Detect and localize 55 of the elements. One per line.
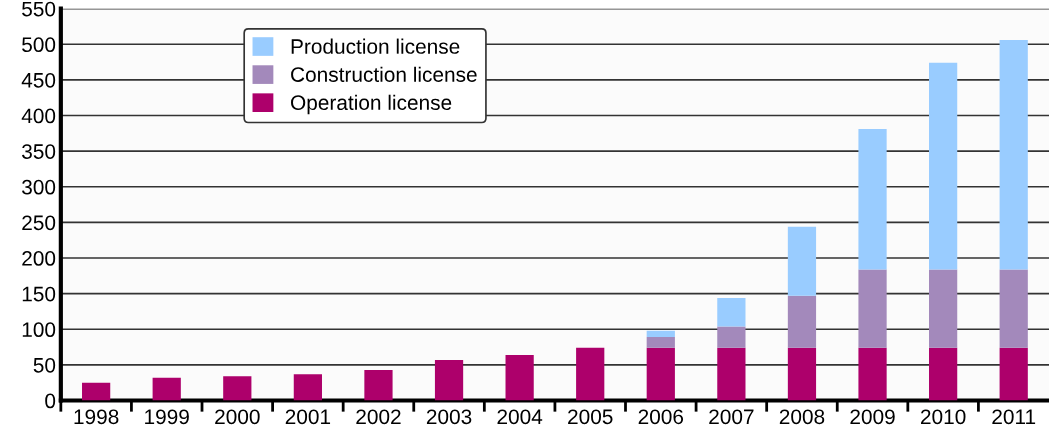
x-tick-label: 2006 bbox=[638, 409, 684, 425]
x-tick-label: 1998 bbox=[74, 409, 119, 425]
bar bbox=[152, 377, 181, 401]
x-tick-label: 2007 bbox=[709, 409, 754, 425]
y-tick-label: 0 bbox=[45, 393, 56, 409]
bar bbox=[999, 347, 1028, 401]
bar bbox=[223, 376, 252, 401]
bar bbox=[717, 347, 746, 401]
bar bbox=[999, 40, 1028, 270]
x-tick-label: 2008 bbox=[779, 409, 825, 425]
bar bbox=[505, 354, 534, 401]
y-tick-label: 200 bbox=[22, 251, 56, 266]
bar bbox=[364, 369, 393, 401]
bar bbox=[717, 297, 746, 327]
x-tick-label: 2000 bbox=[215, 409, 260, 425]
legend-label: Construction license bbox=[291, 66, 477, 82]
bar bbox=[646, 347, 675, 401]
y-tick-label: 350 bbox=[22, 144, 56, 159]
bar bbox=[787, 295, 817, 348]
bar bbox=[999, 269, 1028, 348]
bar bbox=[929, 269, 958, 348]
bar bbox=[858, 269, 887, 348]
bar bbox=[576, 347, 605, 401]
bar bbox=[293, 374, 322, 401]
x-tick-label: 2004 bbox=[497, 409, 543, 425]
x-tick-label: 2010 bbox=[921, 409, 966, 425]
bar bbox=[858, 129, 887, 270]
y-tick-label: 100 bbox=[22, 322, 56, 338]
x-tick-label: 1999 bbox=[145, 409, 189, 425]
y-tick-label: 500 bbox=[22, 37, 56, 53]
bar bbox=[929, 62, 958, 270]
y-tick-label: 250 bbox=[22, 215, 56, 231]
y-tick-label: 50 bbox=[33, 357, 56, 373]
legend-label: Operation license bbox=[291, 94, 452, 115]
bar bbox=[717, 326, 746, 348]
x-tick-label: 2011 bbox=[992, 409, 1036, 425]
legend-label: Production license bbox=[291, 38, 460, 54]
y-tick-label: 450 bbox=[21, 72, 56, 88]
bar bbox=[646, 337, 675, 348]
y-tick-label: 400 bbox=[21, 108, 56, 124]
x-tick-label: 2005 bbox=[568, 409, 613, 425]
x-tick-label: 2009 bbox=[850, 409, 895, 425]
y-tick-label: 300 bbox=[22, 179, 56, 195]
bar bbox=[858, 347, 887, 401]
x-tick-label: 2002 bbox=[356, 409, 401, 425]
y-tick-label: 550 bbox=[22, 1, 56, 17]
bar bbox=[787, 347, 817, 401]
x-tick-label: 2003 bbox=[426, 409, 472, 425]
x-tick-label: 2001 bbox=[285, 409, 331, 425]
bar bbox=[82, 382, 111, 401]
bar bbox=[929, 347, 958, 401]
y-tick-label: 150 bbox=[22, 286, 56, 302]
bar bbox=[434, 359, 464, 401]
bar bbox=[787, 226, 817, 296]
bar bbox=[646, 330, 675, 338]
